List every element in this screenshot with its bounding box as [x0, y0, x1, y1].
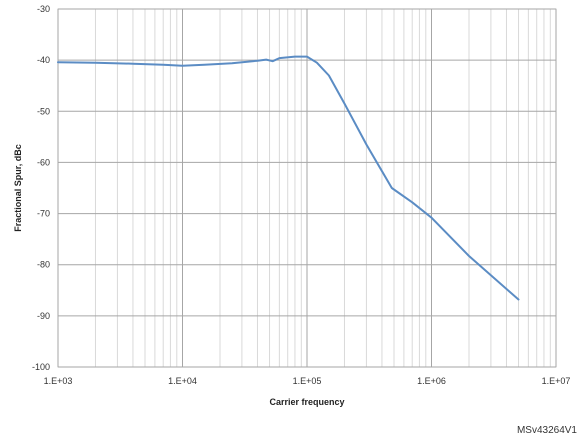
series-line	[57, 55, 520, 301]
grid	[57, 8, 557, 368]
x-tick-label: 1.E+03	[44, 376, 73, 386]
figure-reference-label: MSv43264V1	[516, 425, 577, 436]
y-tick-label: -30	[37, 4, 50, 14]
y-tick-label: -50	[37, 106, 50, 116]
tick-labels: 1.E+03 1.E+04 1.E+05 1.E+06 1.E+07 -30 -40 -50 -…	[32, 4, 570, 386]
y-tick-label: -60	[37, 157, 50, 167]
y-axis-title: Fractional Spur, dBc	[13, 144, 23, 232]
y-tick-label: -100	[32, 362, 50, 372]
x-tick-label: 1.E+07	[542, 376, 571, 386]
y-tick-label: -80	[37, 260, 50, 270]
x-axis-title: Carrier frequency	[269, 397, 344, 407]
x-tick-label: 1.E+06	[417, 376, 446, 386]
x-tick-label: 1.E+05	[293, 376, 322, 386]
y-tick-label: -40	[37, 55, 50, 65]
y-tick-label: -70	[37, 209, 50, 219]
y-tick-label: -90	[37, 311, 50, 321]
x-tick-label: 1.E+04	[168, 376, 197, 386]
